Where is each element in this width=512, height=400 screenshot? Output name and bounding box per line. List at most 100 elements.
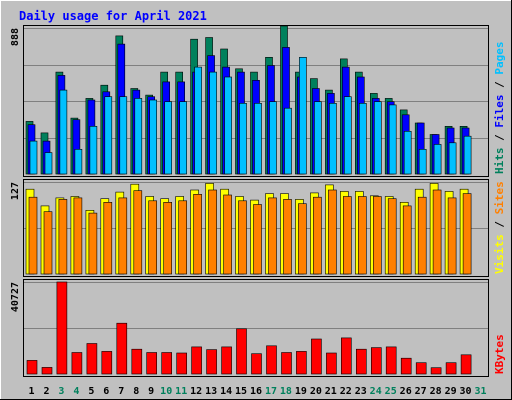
bar-pages-day-15 — [239, 103, 247, 175]
legend-kbytes: KBytes — [493, 334, 506, 374]
y-max-label-kbytes: 40727 — [10, 282, 21, 312]
bar-kbytes-day-15 — [236, 328, 247, 375]
bar-sites-day-28 — [432, 189, 442, 275]
bar-sites-day-16 — [253, 204, 262, 275]
legend-hits: Hits / Files / Pages — [493, 42, 506, 175]
bar-sites-day-26 — [402, 205, 412, 275]
bar-kbytes-day-2 — [41, 367, 53, 375]
x-tick-label: 27 — [415, 386, 427, 397]
bar-kbytes-day-5 — [86, 343, 98, 375]
legend-item-visits: Visits — [493, 234, 506, 274]
bar-kbytes-day-27 — [415, 362, 427, 375]
bar-pages-day-25 — [388, 104, 397, 175]
bar-pages-day-16 — [254, 103, 262, 175]
bar-pages-day-13 — [209, 71, 217, 175]
legend-separator: / — [493, 75, 506, 95]
x-tick-label: 5 — [88, 386, 94, 397]
bar-pages-day-22 — [343, 96, 352, 175]
bar-sites-day-23 — [357, 196, 367, 275]
bar-pages-day-17 — [269, 101, 277, 175]
bar-sites-day-5 — [88, 212, 98, 275]
x-tick-label: 11 — [175, 386, 187, 397]
bar-pages-day-29 — [448, 142, 457, 175]
bar-kbytes-day-12 — [191, 346, 202, 375]
chart-panels: 888 Hits / Files / Pages 127 Visits / Sites… — [10, 25, 506, 377]
x-tick-label: 6 — [103, 386, 109, 397]
x-tick-label: 3 — [58, 386, 64, 397]
bar-pages-day-18 — [284, 107, 292, 175]
bar-kbytes-day-20 — [311, 338, 322, 375]
bar-kbytes-day-23 — [355, 348, 367, 375]
x-tick-label: 13 — [205, 386, 217, 397]
bar-kbytes-day-21 — [326, 352, 337, 375]
x-tick-label: 22 — [340, 386, 352, 397]
bar-sites-day-25 — [387, 198, 397, 275]
bar-kbytes-day-26 — [400, 357, 412, 375]
bar-sites-day-27 — [417, 196, 427, 275]
bar-kbytes-day-22 — [340, 337, 352, 375]
bar-sites-day-13 — [208, 189, 217, 275]
bar-kbytes-day-25 — [385, 346, 397, 375]
bar-sites-day-12 — [193, 194, 202, 275]
bar-sites-day-6 — [103, 202, 113, 275]
bar-pages-day-23 — [358, 103, 367, 175]
x-tick-label: 8 — [133, 386, 139, 397]
bar-pages-day-21 — [329, 103, 337, 175]
bar-sites-day-22 — [342, 196, 352, 275]
bar-pages-day-5 — [89, 126, 98, 175]
bar-pages-day-11 — [179, 101, 187, 175]
x-tick-label: 15 — [235, 386, 247, 397]
bar-sites-day-17 — [268, 197, 277, 275]
x-axis-labels: 1 2 3 4 5 6 7 8 9 10 11 12 13 14 15 16 17 18 19 20 21 22 23 24 2… — [28, 386, 486, 397]
x-tick-label: 4 — [73, 386, 79, 397]
legend-separator: / — [493, 128, 506, 148]
bar-sites-day-19 — [298, 203, 307, 275]
x-tick-label: 26 — [400, 386, 412, 397]
bar-pages-day-3 — [59, 89, 68, 175]
x-tick-label: 25 — [385, 386, 397, 397]
legend-item-sites: Sites — [493, 181, 506, 214]
x-tick-label: 29 — [445, 386, 457, 397]
x-tick-label: 14 — [220, 386, 232, 397]
chart-title: Daily usage for April 2021 — [19, 9, 207, 23]
bar-kbytes-day-9 — [146, 352, 157, 375]
bar-pages-day-27 — [418, 149, 427, 175]
bar-pages-day-20 — [314, 101, 322, 175]
bar-kbytes-day-4 — [71, 352, 83, 375]
x-tick-label: 10 — [160, 386, 172, 397]
legend-separator: / — [493, 214, 506, 234]
x-tick-label: 1 — [28, 386, 34, 397]
bar-kbytes-day-3 — [56, 281, 68, 375]
legend-visits: Visits / Sites — [493, 181, 506, 274]
bar-kbytes-day-14 — [221, 346, 232, 375]
bar-pages-day-7 — [119, 96, 128, 175]
x-tick-label: 16 — [250, 386, 262, 397]
bar-sites-day-15 — [238, 200, 247, 275]
x-tick-label: 12 — [190, 386, 202, 397]
x-tick-label: 7 — [118, 386, 124, 397]
x-tick-label: 19 — [295, 386, 307, 397]
bar-kbytes-day-28 — [430, 367, 442, 375]
bar-pages-day-6 — [104, 96, 113, 175]
legend-item-pages: Pages — [493, 42, 506, 75]
panel-hits: 888 Hits / Files / Pages — [10, 25, 506, 177]
bar-kbytes-day-29 — [445, 362, 457, 375]
bar-sites-day-24 — [372, 196, 382, 275]
bar-pages-day-10 — [164, 101, 172, 175]
bar-kbytes-day-18 — [281, 352, 292, 375]
bar-sites-day-18 — [283, 199, 292, 275]
bar-sites-day-4 — [73, 197, 83, 275]
bar-kbytes-day-11 — [176, 352, 187, 375]
bar-sites-day-3 — [58, 199, 68, 275]
bar-kbytes-day-30 — [460, 354, 472, 375]
bar-sites-day-10 — [163, 202, 172, 275]
bar-sites-day-9 — [148, 200, 157, 275]
bar-kbytes-day-13 — [206, 349, 217, 375]
bar-pages-day-24 — [373, 101, 382, 175]
x-tick-label: 31 — [474, 386, 486, 397]
bar-kbytes-day-8 — [131, 348, 143, 375]
bar-sites-day-2 — [43, 211, 53, 275]
bar-kbytes-day-24 — [370, 347, 382, 375]
bar-kbytes-day-16 — [251, 353, 262, 375]
x-tick-label: 21 — [325, 386, 337, 397]
